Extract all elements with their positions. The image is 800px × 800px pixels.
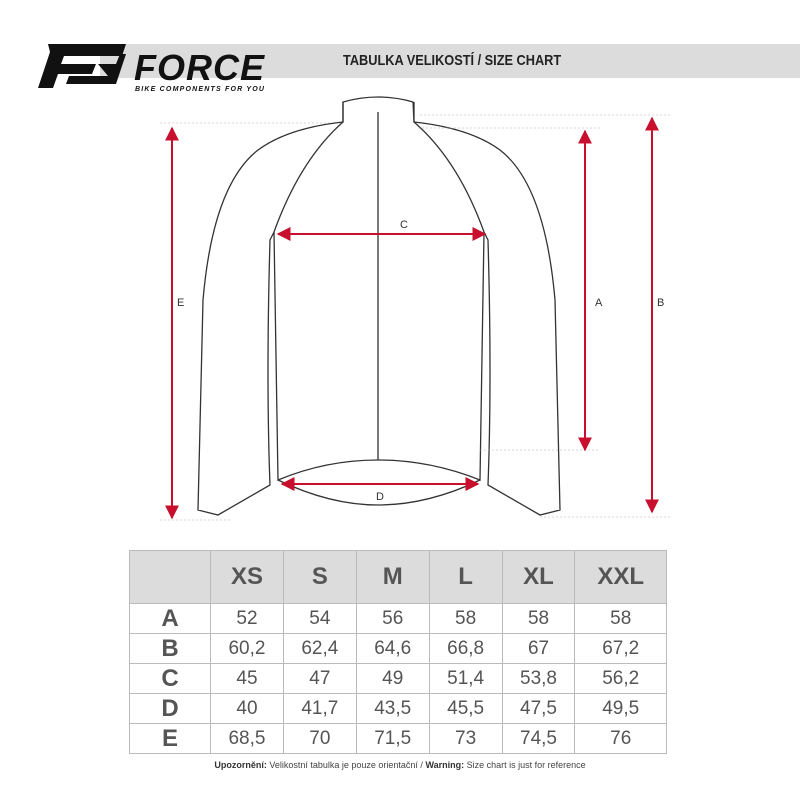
brand-tagline: BIKE COMPONENTS FOR YOU [135, 86, 266, 93]
table-cell: 64,6 [355, 633, 430, 664]
table-cell: 60,2 [210, 633, 284, 664]
table-cell: 56 [355, 603, 430, 634]
row-label: B [129, 633, 211, 664]
table-cell: 67,2 [574, 633, 667, 664]
page-title: TABULKA VELIKOSTÍ / SIZE CHART [343, 52, 562, 69]
table-cell: 40 [210, 693, 284, 724]
warning-cz-text: Velikostní tabulka je pouze orientační / [266, 760, 426, 770]
label-d: D [376, 491, 384, 503]
table-cell: 58 [574, 603, 667, 634]
table-cell: 73 [428, 723, 503, 754]
table-cell: 58 [428, 603, 503, 634]
table-cell: 43,5 [355, 693, 430, 724]
table-cell: 41,7 [282, 693, 357, 724]
force-logo-icon [38, 44, 126, 88]
table-row: C 45 47 49 51,4 53,8 56,2 [129, 663, 667, 694]
size-column-header: XXL [574, 550, 667, 604]
header-band [100, 44, 800, 78]
jacket-outline [197, 96, 561, 516]
size-table: XS S M L XL XXL A 52 54 56 58 58 58 B 60,2 62,4 64,6 66,… [129, 550, 667, 754]
row-label: D [129, 693, 211, 724]
label-b: B [657, 297, 664, 309]
table-row: A 52 54 56 58 58 58 [129, 603, 667, 634]
table-cell: 56,2 [574, 663, 667, 694]
table-cell: 74,5 [501, 723, 576, 754]
measurement-guides [160, 114, 670, 521]
table-row: B 60,2 62,4 64,6 66,8 67 67,2 [129, 633, 667, 664]
row-label: E [129, 723, 211, 754]
warning-en-label: Warning: [425, 760, 465, 770]
size-column-header: L [428, 550, 503, 604]
table-cell: 45,5 [428, 693, 503, 724]
table-cell: 67 [501, 633, 576, 664]
table-cell: 62,4 [282, 633, 357, 664]
table-cell: 47 [282, 663, 357, 694]
size-column-header: S [282, 550, 357, 604]
label-e: E [177, 297, 184, 309]
table-cell: 49,5 [574, 693, 667, 724]
table-cell: 51,4 [428, 663, 503, 694]
table-cell: 71,5 [355, 723, 430, 754]
label-a: A [595, 297, 603, 309]
table-cell: 58 [501, 603, 576, 634]
table-row: D 40 41,7 43,5 45,5 47,5 49,5 [129, 693, 667, 724]
size-column-header: XL [501, 550, 576, 604]
table-cell: 47,5 [501, 693, 576, 724]
warning-cz-label: Upozornění: [214, 760, 267, 770]
table-cell: 49 [355, 663, 430, 694]
table-cell: 70 [282, 723, 357, 754]
label-c: C [400, 219, 408, 231]
table-cell: 68,5 [210, 723, 284, 754]
table-cell: 66,8 [428, 633, 503, 664]
corner-cell [129, 550, 211, 604]
table-cell: 54 [282, 603, 357, 634]
jacket-diagram: E A B C D [160, 96, 670, 521]
footer-note: Upozornění: Velikostní tabulka je pouze … [0, 760, 800, 770]
row-label: A [129, 603, 211, 634]
table-cell: 76 [574, 723, 667, 754]
warning-en-text: Size chart is just for reference [464, 760, 586, 770]
row-label: C [129, 663, 211, 694]
size-header-row: XS S M L XL XXL [129, 550, 667, 604]
table-cell: 53,8 [501, 663, 576, 694]
table-cell: 45 [210, 663, 284, 694]
size-column-header: XS [210, 550, 284, 604]
size-column-header: M [355, 550, 430, 604]
table-cell: 52 [210, 603, 284, 634]
table-row: E 68,5 70 71,5 73 74,5 76 [129, 723, 667, 754]
brand-name: FORCE [134, 47, 265, 88]
